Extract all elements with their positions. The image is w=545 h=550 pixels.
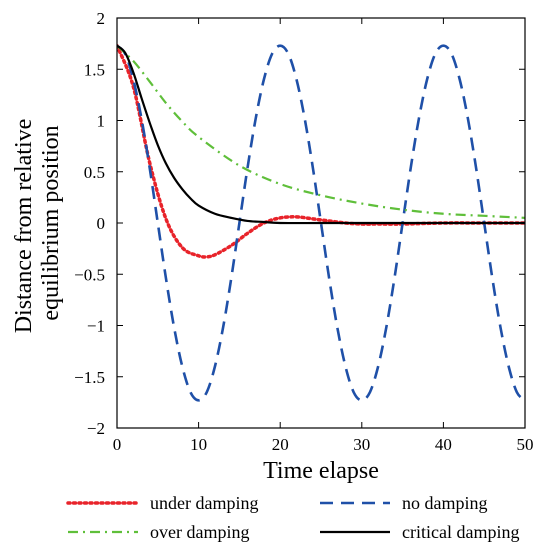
y-axis-label: Distance from relative equilibrium posit… xyxy=(11,113,64,334)
y-tick-label: 2 xyxy=(97,9,106,28)
ticks-layer: 0 10 20 30 40 50 −2 −1.5 −1 −0.5 0 0.5 1 1.5 2 xyxy=(74,9,533,454)
x-tick-label: 20 xyxy=(272,435,289,454)
series-line-critical-damping xyxy=(117,44,525,225)
y-tick-label: 1 xyxy=(97,112,106,131)
legend-label-over-damping: over damping xyxy=(150,522,249,542)
x-tick-label: 40 xyxy=(435,435,452,454)
series-layer xyxy=(117,43,525,402)
y-tick-label: 0 xyxy=(97,214,106,233)
y-tick-label: 0.5 xyxy=(84,163,105,182)
legend-label-critical-damping: critical damping xyxy=(402,522,519,542)
x-axis-label: Time elapse xyxy=(263,458,379,484)
x-tick-label: 10 xyxy=(190,435,207,454)
y-tick-label: −1.5 xyxy=(74,368,105,387)
y-tick-label: −0.5 xyxy=(74,265,105,284)
legend-label-under-damping: under damping xyxy=(150,493,258,513)
series-line-no-damping xyxy=(117,44,525,402)
y-tick-label: −2 xyxy=(87,419,105,438)
x-tick-label: 50 xyxy=(517,435,534,454)
legend-label-no-damping: no damping xyxy=(402,493,488,513)
y-axis-label-line-2: equilibrium position xyxy=(38,125,64,320)
series-line-over-damping xyxy=(117,44,525,219)
y-tick-label: −1 xyxy=(87,317,105,336)
y-tick-label: 1.5 xyxy=(84,60,105,79)
x-tick-label: 0 xyxy=(113,435,122,454)
y-axis-label-line-1: Distance from relative xyxy=(11,119,37,334)
legend: under damping over damping no damping criti… xyxy=(66,493,519,542)
x-tick-label: 30 xyxy=(353,435,370,454)
